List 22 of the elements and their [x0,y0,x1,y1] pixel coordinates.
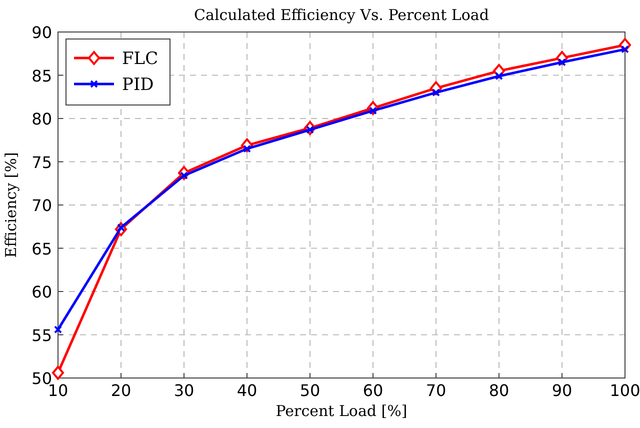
y-tick-label: 65 [32,239,52,258]
y-tick-label: 80 [32,110,52,128]
y-tick-label: 60 [32,282,52,302]
x-tick-label: 70 [426,381,446,400]
x-tick-label: 100 [610,381,640,400]
x-tick-label: 30 [174,381,194,400]
x-tick-label: 50 [300,381,320,400]
y-tick-label: 55 [32,326,52,345]
y-tick-label: 90 [32,23,52,42]
x-tick-label: 60 [362,381,384,400]
x-tick-label: 80 [488,381,510,400]
x-tick-label: 90 [552,381,572,400]
legend-label: PID [122,75,154,95]
x-tick-label: 20 [110,381,132,400]
y-axis-title: Efficiency [%] [2,152,20,258]
y-tick-label: 70 [32,196,52,215]
x-tick-label: 40 [236,381,258,400]
y-tick-label: 75 [32,152,52,172]
legend-label: FLC [122,49,158,69]
x-axis-title: Percent Load [%] [276,402,408,420]
y-tick-label: 85 [32,66,52,86]
chart-title: Calculated Efficiency Vs. Percent Load [194,6,490,24]
